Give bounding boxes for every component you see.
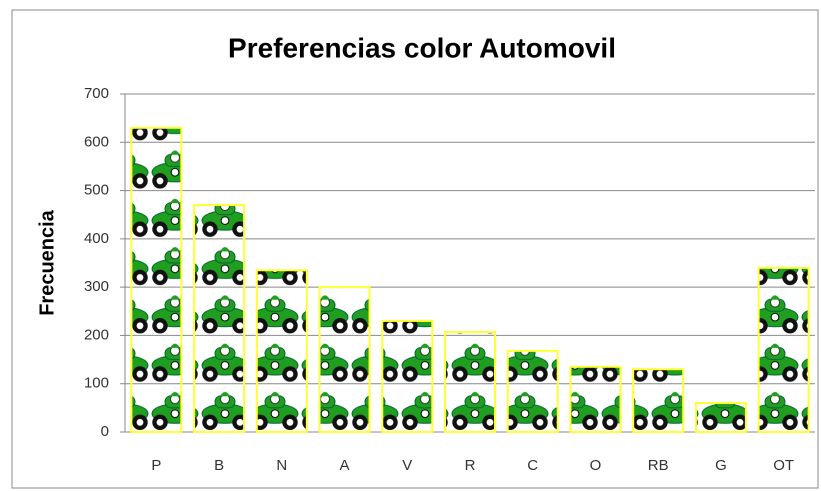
bar xyxy=(632,368,685,434)
x-tick-label: C xyxy=(527,457,538,474)
y-tick-label: 300 xyxy=(84,278,109,295)
y-tick-label: 200 xyxy=(84,326,109,343)
bar xyxy=(694,402,747,433)
x-tick-label: O xyxy=(590,457,602,474)
x-tick-label: N xyxy=(276,457,287,474)
y-tick-label: 700 xyxy=(84,85,109,102)
bar xyxy=(255,269,308,433)
x-tick-label: G xyxy=(715,457,727,474)
bar xyxy=(569,365,622,434)
chart-title: Preferencias color Automovil xyxy=(228,32,616,63)
x-tick-label: R xyxy=(465,457,476,474)
bar xyxy=(381,319,434,434)
x-tick-label: V xyxy=(402,457,412,474)
bar xyxy=(757,266,810,434)
bar xyxy=(318,286,371,433)
y-tick-label: 100 xyxy=(84,375,109,392)
x-tick-label: B xyxy=(214,457,224,474)
x-tick-label: OT xyxy=(773,457,794,474)
x-tick-label: A xyxy=(340,457,350,474)
y-tick-label: 500 xyxy=(84,182,109,199)
y-tick-label: 0 xyxy=(101,423,109,440)
bar xyxy=(506,349,559,434)
y-axis-label: Frecuencia xyxy=(36,209,58,315)
x-tick-label: P xyxy=(151,457,161,474)
bar xyxy=(130,126,183,434)
x-tick-label: RB xyxy=(648,457,669,474)
bar xyxy=(444,331,496,434)
y-tick-label: 600 xyxy=(84,133,109,150)
bar xyxy=(193,204,246,433)
y-tick-label: 400 xyxy=(84,230,109,247)
